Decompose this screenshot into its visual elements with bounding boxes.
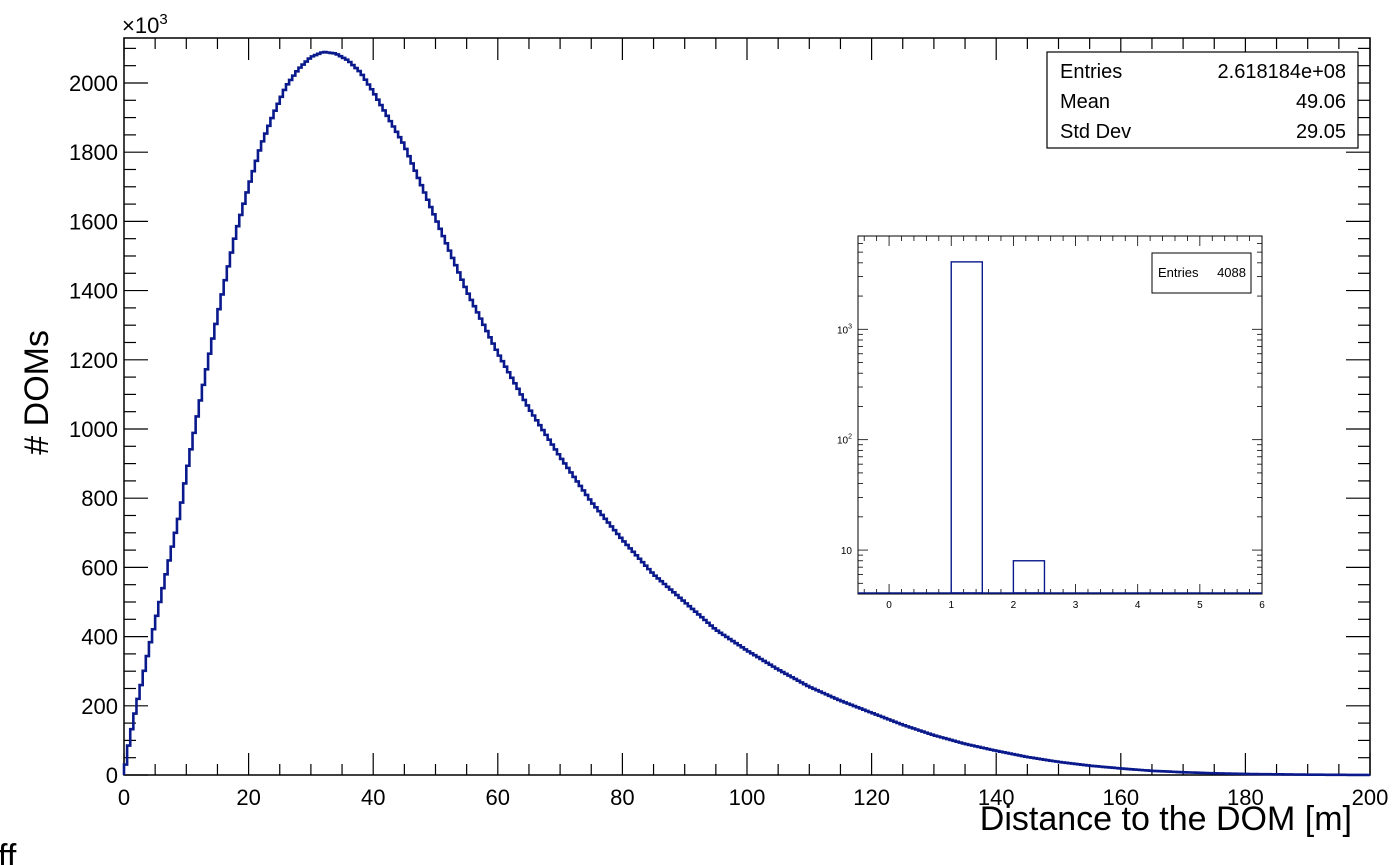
y-tick-label: 1600 <box>69 209 118 234</box>
stats-stddev-label: Std Dev <box>1060 121 1131 143</box>
x-tick-label: 120 <box>853 785 890 810</box>
cropped-caption-text: ff <box>0 838 17 865</box>
y-tick-label: 800 <box>81 486 118 511</box>
inset-x-tick-label: 1 <box>948 600 954 611</box>
inset-x-tick-label: 4 <box>1135 600 1141 611</box>
y-axis-exponent: ×103 <box>122 11 168 38</box>
inset-y-tick-label: 102 <box>837 434 852 447</box>
x-tick-label: 180 <box>1227 785 1264 810</box>
inset-y-tick-label: 10 <box>841 546 853 557</box>
stats-entries-value: 2.618184e+08 <box>1218 61 1346 83</box>
x-tick-label: 60 <box>486 785 510 810</box>
stats-stddev-value: 29.05 <box>1296 121 1346 143</box>
y-tick-label: 1800 <box>69 140 118 165</box>
inset-x-tick-label: 0 <box>886 600 892 611</box>
y-tick-label: 1200 <box>69 348 118 373</box>
inset-bar <box>1012 560 1046 594</box>
stats-mean-label: Mean <box>1060 91 1110 113</box>
x-tick-label: 140 <box>978 785 1015 810</box>
inset-plot-frame <box>857 235 1263 595</box>
inset-stats-entries-label: Entries <box>1158 265 1199 280</box>
y-tick-label: 1000 <box>69 417 118 442</box>
inset-stats-box: Entries 4088 <box>1151 252 1252 294</box>
inset-bars <box>858 261 1262 594</box>
x-axis-title: Distance to the DOM [m] <box>980 800 1352 838</box>
y-axis-title: # DOMs <box>18 330 56 455</box>
distance-histogram-line <box>122 50 1370 777</box>
inset-x-tick-label: 2 <box>1011 600 1017 611</box>
x-tick-label: 0 <box>118 785 130 810</box>
inset-stats-entries-value: 4088 <box>1217 265 1246 280</box>
x-tick-label: 20 <box>236 785 260 810</box>
main-axis-ticks <box>123 38 1371 776</box>
x-tick-label: 40 <box>361 785 385 810</box>
stats-mean-value: 49.06 <box>1296 91 1346 113</box>
inset-bar <box>950 261 984 594</box>
inset-y-tick-label: 103 <box>837 323 852 336</box>
inset-x-tick-label: 5 <box>1197 600 1203 611</box>
inset-axis-labels: 0 1 2 3 4 5 6 10 102 103 <box>837 323 1265 611</box>
x-tick-label: 200 <box>1352 785 1389 810</box>
y-tick-label: 200 <box>81 694 118 719</box>
stats-entries-label: Entries <box>1060 61 1122 83</box>
x-tick-label: 160 <box>1102 785 1139 810</box>
main-axis-labels: 0 20 40 60 80 100 120 140 160 180 2000200400600800… <box>69 71 1388 810</box>
inset-plot: 0 1 2 3 4 5 6 10 102 103 Entries 4088 <box>828 212 1284 622</box>
y-tick-label: 400 <box>81 625 118 650</box>
x-tick-label: 80 <box>610 785 634 810</box>
y-tick-label: 2000 <box>69 71 118 96</box>
inset-x-tick-label: 3 <box>1073 600 1079 611</box>
inset-x-tick-label: 6 <box>1259 600 1265 611</box>
y-tick-label: 1400 <box>69 279 118 304</box>
y-tick-label: 0 <box>106 763 118 788</box>
stats-box: Entries 2.618184e+08 Mean 49.06 Std Dev … <box>1046 51 1359 149</box>
y-tick-label: 600 <box>81 555 118 580</box>
x-tick-label: 100 <box>729 785 766 810</box>
